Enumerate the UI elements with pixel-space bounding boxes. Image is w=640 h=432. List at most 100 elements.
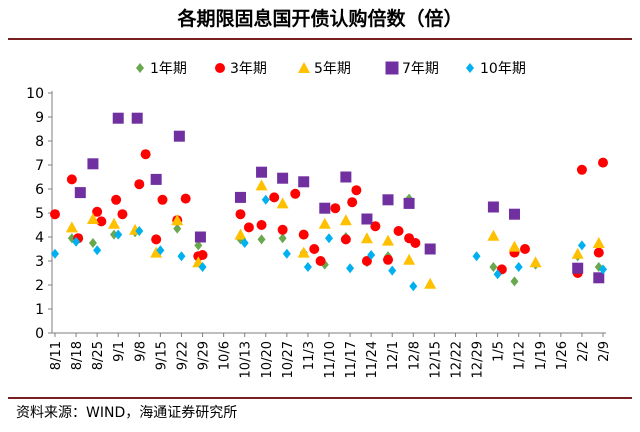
- x-tick-label: 11/24: [365, 341, 380, 378]
- data-point: [493, 269, 502, 280]
- data-point: [361, 213, 373, 225]
- source-note: 资料来源：WIND，海通证券研究所: [16, 405, 238, 421]
- data-points: [50, 112, 608, 292]
- x-tick-label: 1/19: [534, 341, 549, 370]
- x-tick-label: 9/8: [133, 341, 148, 362]
- x-tick-label: 9/29: [197, 341, 212, 370]
- series-4: [74, 112, 605, 284]
- y-tick-label: 8: [35, 134, 44, 150]
- x-tick-label: 9/22: [175, 341, 190, 370]
- data-point: [150, 173, 162, 185]
- data-point: [72, 236, 81, 247]
- y-tick-label: 6: [35, 182, 44, 198]
- data-point: [598, 157, 608, 168]
- data-point: [88, 238, 97, 248]
- x-tick-label: 10/27: [281, 341, 296, 378]
- data-point: [361, 256, 372, 266]
- data-point: [277, 172, 289, 184]
- data-point: [194, 240, 203, 251]
- data-point: [351, 185, 362, 196]
- series-2: [50, 149, 608, 278]
- data-point: [157, 194, 168, 205]
- y-tick-label: 7: [35, 158, 44, 174]
- data-point: [50, 209, 60, 220]
- title-divider: [8, 38, 632, 40]
- legend-label: 10年期: [480, 61, 526, 77]
- data-point: [487, 229, 500, 241]
- data-point: [298, 176, 310, 188]
- data-point: [198, 262, 207, 272]
- x-tick-label: 2/9: [597, 341, 612, 362]
- data-point: [403, 253, 416, 265]
- x-tick-label: 9/1: [112, 341, 127, 362]
- data-point: [347, 197, 358, 208]
- data-point: [197, 250, 208, 260]
- data-point: [572, 262, 584, 274]
- data-point: [131, 112, 143, 124]
- data-point: [298, 229, 309, 240]
- legend-label: 5年期: [314, 61, 351, 77]
- data-point: [180, 193, 191, 204]
- x-tick-label: 12/1: [386, 341, 401, 370]
- data-point: [257, 234, 266, 245]
- legend-label: 7年期: [402, 61, 439, 77]
- data-point: [360, 232, 373, 244]
- data-point: [256, 220, 267, 230]
- series-3: [65, 179, 605, 289]
- data-point: [593, 272, 605, 284]
- data-point: [309, 244, 320, 254]
- data-point: [111, 194, 122, 205]
- data-point: [66, 174, 77, 185]
- x-tick-label: 1/5: [492, 341, 507, 362]
- data-point: [340, 171, 352, 183]
- data-point: [514, 262, 523, 272]
- y-tick-label: 0: [35, 326, 44, 342]
- data-point: [424, 243, 436, 255]
- data-point: [134, 179, 145, 190]
- y-axis: 0 1 2 3 4 5 6 7 8 9 10: [26, 86, 53, 342]
- data-point: [424, 277, 437, 289]
- x-tick-label: 12/22: [449, 341, 464, 378]
- data-point: [319, 202, 331, 214]
- data-point: [261, 194, 270, 205]
- legend: 1年期 3年期 5年期 7年期 10年期: [136, 61, 526, 77]
- y-tick-label: 10: [26, 86, 44, 102]
- data-point: [51, 248, 59, 259]
- y-tick-label: 4: [35, 230, 44, 246]
- data-point: [278, 233, 287, 244]
- x-tick-label: 1/12: [513, 341, 528, 370]
- x-tick-label: 12/29: [471, 341, 486, 378]
- data-point: [593, 247, 604, 258]
- data-point: [508, 240, 521, 252]
- data-point: [325, 233, 333, 244]
- data-point: [571, 247, 584, 259]
- data-point: [194, 231, 206, 243]
- data-point: [529, 256, 542, 268]
- data-point: [290, 188, 301, 199]
- data-point: [150, 246, 163, 258]
- data-point: [74, 187, 86, 199]
- data-point: [303, 262, 312, 272]
- data-point: [92, 206, 103, 217]
- x-tick-label: 11/17: [344, 341, 359, 378]
- data-point: [577, 240, 586, 251]
- chart-title: 各期限固息国开债认购倍数（倍）: [177, 8, 463, 30]
- data-point: [576, 164, 587, 175]
- data-point: [367, 250, 376, 260]
- data-point: [173, 130, 185, 142]
- x-tick-label: 11/10: [323, 341, 338, 378]
- data-point: [112, 112, 124, 124]
- data-point: [330, 203, 341, 214]
- x-tick-label: 8/25: [91, 341, 106, 370]
- legend-label: 3年期: [230, 61, 267, 77]
- y-tick-label: 3: [35, 254, 44, 270]
- data-point: [255, 179, 268, 191]
- x-tick-label: 12/8: [407, 341, 422, 370]
- data-point: [93, 245, 102, 256]
- data-point: [269, 192, 280, 203]
- data-point: [282, 248, 291, 259]
- series-5: [51, 194, 607, 292]
- data-point: [315, 256, 326, 266]
- x-tick-label: 12/15: [428, 341, 443, 378]
